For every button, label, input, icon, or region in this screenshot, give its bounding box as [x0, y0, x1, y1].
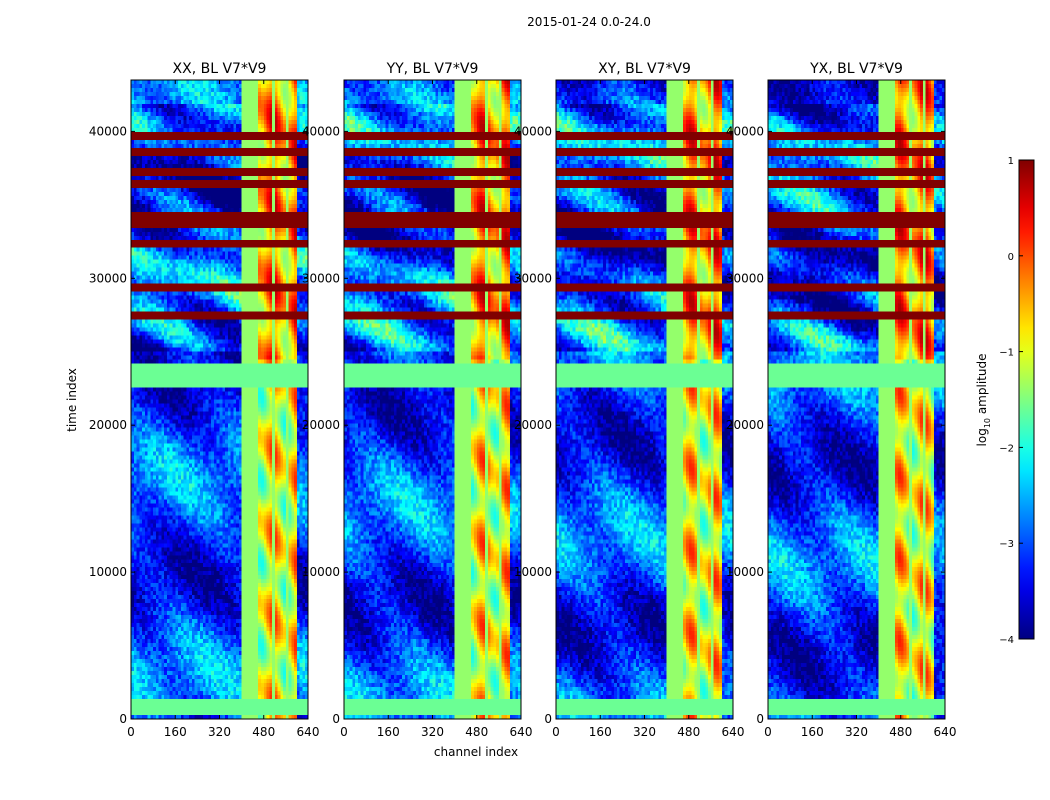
y-tick-label: 0: [332, 712, 340, 726]
panel-title: XY, BL V7*V9: [598, 61, 691, 77]
x-tick-label: 480: [677, 725, 700, 739]
colorbar-tick-label: 1: [1008, 156, 1014, 167]
y-tick-label: 10000: [726, 565, 764, 579]
y-tick-label: 0: [544, 712, 552, 726]
y-tick-label: 20000: [726, 418, 764, 432]
panel-title: XX, BL V7*V9: [173, 61, 267, 77]
y-tick-label: 10000: [302, 565, 340, 579]
x-tick-label: 640: [934, 725, 957, 739]
colorbar-label-sub: 10: [983, 418, 992, 428]
x-tick-label: 640: [510, 725, 533, 739]
panel-title: YX, BL V7*V9: [809, 61, 903, 77]
heatmap-image: [768, 80, 945, 719]
heatmap-panel-yx: YX, BL V7*V9 0 160 320 480 640 0 10000 20000 3000…: [726, 61, 957, 739]
colorbar-gradient: [1018, 159, 1035, 640]
colorbar-tick-label: −4: [999, 635, 1014, 646]
colorbar-label-rest: amplitude: [975, 354, 989, 418]
panel-title: YY, BL V7*V9: [386, 61, 479, 77]
y-tick-label: 0: [756, 712, 764, 726]
x-tick-label: 0: [764, 725, 772, 739]
y-tick-label: 30000: [514, 271, 552, 285]
panels: XX, BL V7*V9 0 160 320 480 640 0 10000 20000 3000…: [89, 61, 957, 739]
heatmap-image: [131, 80, 308, 719]
heatmap-panel-xx: XX, BL V7*V9 0 160 320 480 640 0 10000 20000 3000…: [89, 61, 320, 739]
y-tick-label: 20000: [302, 418, 340, 432]
y-tick-label: 10000: [514, 565, 552, 579]
x-tick-label: 480: [252, 725, 275, 739]
x-tick-label: 640: [297, 725, 320, 739]
x-tick-label: 160: [589, 725, 612, 739]
x-tick-label: 160: [377, 725, 400, 739]
x-tick-label: 0: [552, 725, 560, 739]
x-tick-label: 480: [465, 725, 488, 739]
x-tick-label: 320: [421, 725, 444, 739]
y-tick-label: 30000: [726, 271, 764, 285]
colorbar-label: log10 amplitude: [975, 354, 992, 447]
x-tick-label: 320: [633, 725, 656, 739]
x-axis-label: channel index: [434, 745, 518, 759]
colorbar-label-main: log: [975, 428, 989, 446]
x-tick-label: 320: [208, 725, 231, 739]
heatmap-image: [556, 80, 733, 719]
colorbar-tick-label: −2: [999, 443, 1014, 454]
y-tick-label: 40000: [89, 124, 127, 138]
colorbar-tick-label: −1: [999, 348, 1014, 359]
heatmap-panel-xy: XY, BL V7*V9 0 160 320 480 640 0 10000 20000 3000…: [514, 61, 745, 739]
x-tick-label: 0: [127, 725, 135, 739]
y-tick-label: 10000: [89, 565, 127, 579]
x-tick-label: 640: [722, 725, 745, 739]
figure-suptitle: 2015-01-24 0.0-24.0: [527, 15, 651, 29]
y-tick-label: 40000: [514, 124, 552, 138]
y-tick-label: 30000: [302, 271, 340, 285]
y-tick-label: 20000: [514, 418, 552, 432]
x-tick-label: 160: [801, 725, 824, 739]
x-tick-label: 320: [845, 725, 868, 739]
x-tick-label: 160: [164, 725, 187, 739]
x-tick-label: 480: [889, 725, 912, 739]
y-tick-label: 20000: [89, 418, 127, 432]
heatmap-panel-yy: YY, BL V7*V9 0 160 320 480 640 0 10000 20000 3000…: [302, 61, 533, 739]
y-tick-label: 0: [119, 712, 127, 726]
y-axis-label: time index: [65, 368, 79, 432]
y-tick-label: 40000: [302, 124, 340, 138]
x-tick-label: 0: [340, 725, 348, 739]
y-tick-label: 40000: [726, 124, 764, 138]
colorbar-tick-label: −3: [999, 539, 1014, 550]
y-tick-label: 30000: [89, 271, 127, 285]
colorbar-tick-label: 0: [1008, 252, 1014, 263]
heatmap-image: [344, 80, 521, 719]
